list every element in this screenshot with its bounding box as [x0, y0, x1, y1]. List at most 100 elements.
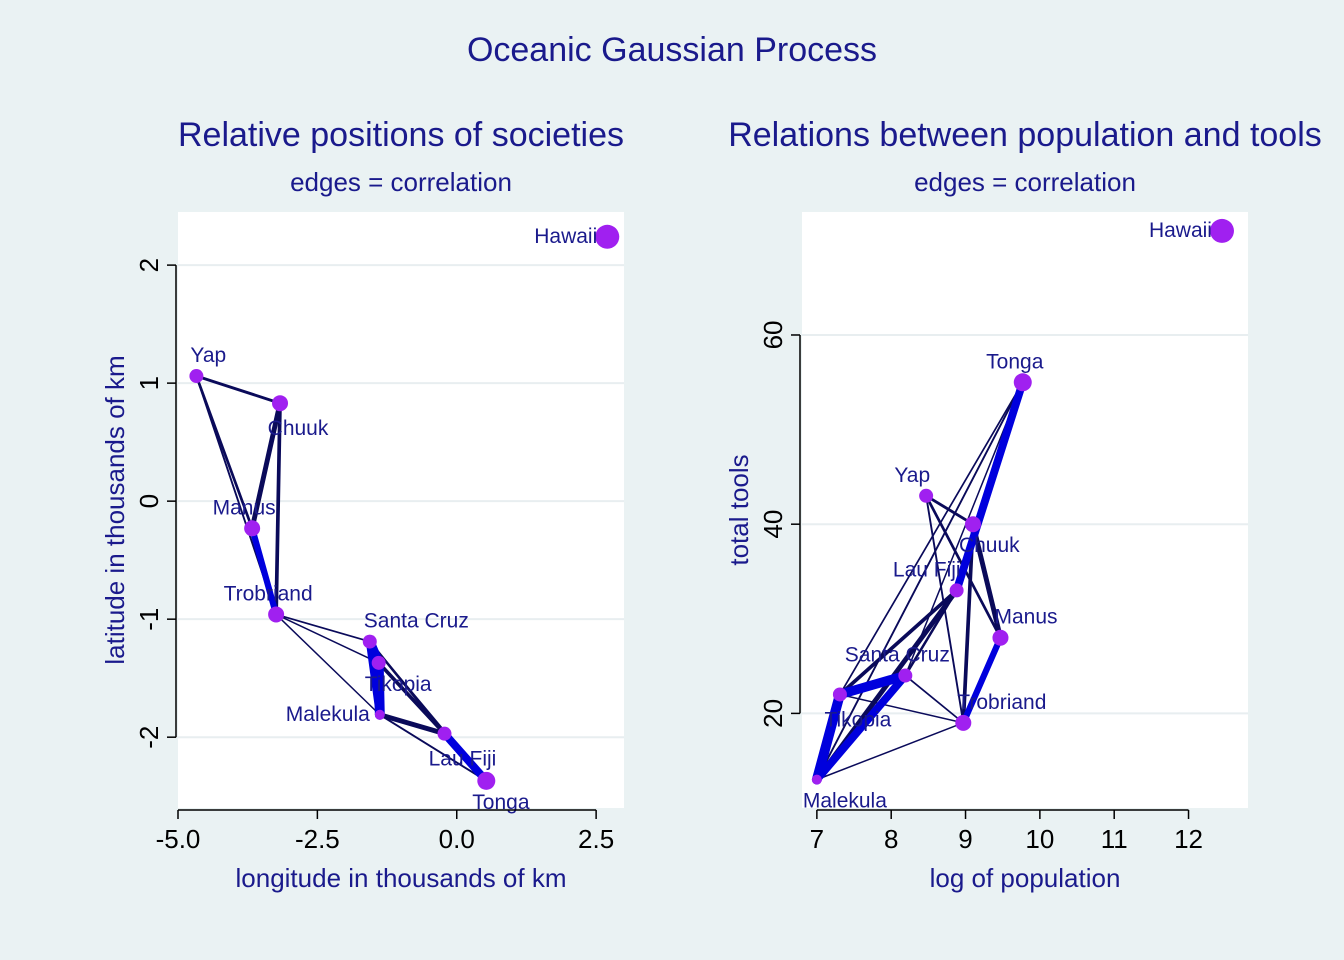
label-chuuk: Chuuk: [268, 417, 329, 440]
x-tick-label: -5.0: [156, 824, 201, 854]
x-axis-label: longitude in thousands of km: [236, 863, 567, 893]
edge-tikopia-santa-cruz: [835, 670, 911, 700]
edge-chuuk-trobriand: [961, 522, 975, 725]
axes: 7 8 9 10 11 12 20 40 60: [758, 321, 1203, 854]
label-chuuk: Chuuk: [959, 534, 1020, 557]
label-tonga: Tonga: [986, 350, 1044, 373]
label-hawaii: Hawaii: [534, 225, 597, 248]
label-manus: Manus: [213, 496, 276, 519]
edge-tikopia-lau-fiji: [838, 588, 959, 697]
x-tick-label: 12: [1174, 824, 1203, 854]
label-malekula: Malekula: [286, 703, 370, 726]
point-tonga: [1013, 373, 1032, 392]
edge-trobriand-malekula: [275, 613, 381, 716]
edge-trobriand-manus: [249, 525, 280, 618]
point-tonga: [477, 771, 496, 790]
x-tick-label: 9: [958, 824, 972, 854]
edge-lau-fiji-tonga: [952, 378, 1027, 595]
label-santa-cruz: Santa Cruz: [364, 610, 469, 633]
label-tikopia: Tikopia: [824, 708, 891, 731]
edge-lau-fiji-tonga: [440, 729, 491, 785]
y-tick-label: 1: [134, 376, 164, 390]
edge-yap-manus: [195, 374, 254, 530]
point-hawaii: [1209, 218, 1234, 243]
figure-title: Oceanic Gaussian Process: [467, 31, 877, 69]
edge-malekula-tonga: [378, 713, 488, 782]
point-malekula: [811, 774, 822, 785]
point-santa-cruz: [898, 668, 913, 683]
y-tick-label: 40: [758, 510, 788, 539]
edge-trobriand-malekula: [816, 722, 965, 781]
point-santa-cruz: [362, 634, 377, 649]
edge-trobriand-manus: [960, 634, 1004, 726]
society-labels: Malekula Tikopia Santa Cruz Yap Lau Fiji Trob…: [803, 219, 1212, 813]
panel-relative-positions: Relative positions of societies edges = …: [100, 116, 624, 893]
point-malekula: [374, 709, 385, 720]
edge-malekula-tonga: [815, 381, 1024, 781]
point-lau-fiji: [949, 583, 964, 598]
society-points: [811, 218, 1234, 785]
edge-malekula-santa-cruz: [812, 671, 910, 784]
edge-malekula-lau-fiji: [377, 712, 447, 737]
point-yap: [919, 488, 934, 503]
plot-area: [178, 212, 624, 808]
edge-malekula-tikopia: [811, 689, 845, 785]
point-manus: [992, 629, 1009, 646]
label-hawaii: Hawaii: [1149, 219, 1212, 242]
label-tikopia: Tikopia: [365, 673, 432, 696]
point-lau-fiji: [437, 726, 452, 741]
label-manus: Manus: [994, 606, 1057, 629]
y-tick-label: 60: [758, 321, 788, 350]
axes: -5.0 -2.5 0.0 2.5 -2 -1 0 1 2: [134, 258, 614, 854]
point-chuuk: [964, 516, 981, 533]
edge-chuuk-manus: [249, 400, 283, 531]
edge-trobriand-tikopia: [275, 613, 380, 664]
panel-population-tools: Relations between population and tools e…: [724, 116, 1322, 893]
label-trobriand: Trobriand: [224, 582, 313, 605]
point-chuuk: [272, 395, 289, 412]
edge-tikopia-lau-fiji: [376, 660, 447, 736]
label-lau-fiji: Lau Fiji: [429, 748, 497, 771]
label-lau-fiji: Lau Fiji: [893, 558, 961, 581]
label-tonga: Tonga: [472, 791, 530, 814]
edge-trobriand-santa-cruz: [904, 674, 965, 724]
x-tick-label: 0.0: [439, 824, 475, 854]
edge-chuuk-manus: [970, 521, 1003, 641]
x-tick-label: 10: [1025, 824, 1054, 854]
edge-trobriand-santa-cruz: [275, 613, 371, 643]
point-manus: [244, 520, 261, 537]
panel-subtitle: edges = correlation: [290, 167, 512, 197]
y-tick-label: -2: [134, 726, 164, 749]
edge-malekula-tikopia: [373, 657, 385, 720]
society-labels: Malekula Tikopia Santa Cruz Yap Lau Fiji Trob…: [190, 225, 597, 814]
label-yap: Yap: [190, 344, 226, 367]
label-yap: Yap: [894, 464, 930, 487]
panel-title: Relations between population and tools: [728, 116, 1322, 154]
panel-subtitle: edges = correlation: [914, 167, 1136, 197]
label-trobriand: Trobriand: [957, 691, 1046, 714]
gridlines: [178, 264, 624, 739]
y-tick-label: 20: [758, 699, 788, 728]
y-tick-label: 2: [134, 258, 164, 272]
point-tikopia: [832, 687, 847, 702]
panel-title: Relative positions of societies: [178, 116, 624, 154]
edge-yap-chuuk: [924, 494, 975, 526]
edge-trobriand-tikopia: [839, 693, 965, 724]
edge-yap-chuuk: [194, 374, 282, 405]
point-hawaii: [595, 224, 620, 249]
x-tick-label: 2.5: [578, 824, 614, 854]
y-tick-label: -1: [134, 608, 164, 631]
x-tick-label: 7: [810, 824, 824, 854]
point-trobriand: [268, 606, 285, 623]
edge-tikopia-tonga: [839, 381, 1024, 696]
x-tick-label: -2.5: [295, 824, 340, 854]
x-axis-label: log of population: [930, 863, 1121, 893]
point-yap: [189, 369, 204, 384]
point-trobriand: [955, 714, 972, 731]
label-santa-cruz: Santa Cruz: [845, 644, 950, 667]
x-tick-label: 11: [1101, 824, 1128, 854]
label-malekula: Malekula: [803, 790, 887, 813]
y-tick-label: 0: [134, 494, 164, 508]
correlation-edges: [811, 378, 1027, 785]
